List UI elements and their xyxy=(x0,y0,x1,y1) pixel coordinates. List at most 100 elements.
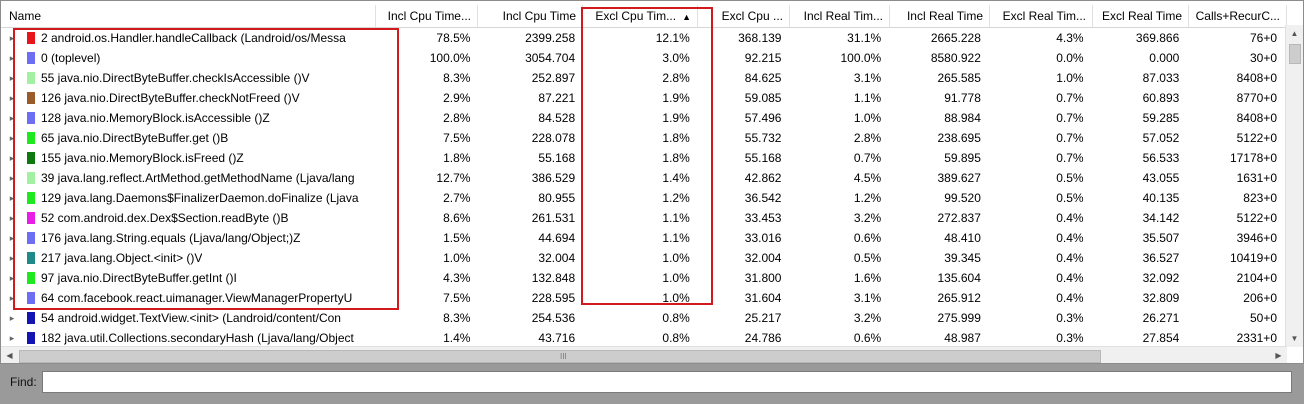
excl-real-pct-cell: 0.4% xyxy=(1056,271,1084,285)
horizontal-scroll-thumb[interactable]: III xyxy=(19,350,1101,363)
expand-arrow-icon[interactable]: ▸ xyxy=(9,313,15,323)
incl-cpu-cell: 43.716 xyxy=(538,331,576,345)
excl-real-pct-cell: 1.0% xyxy=(1056,71,1084,85)
table-row[interactable]: ▸ 65 java.nio.DirectByteBuffer.get ()B 7.5… xyxy=(1,128,1283,148)
expand-arrow-icon[interactable]: ▸ xyxy=(9,93,15,103)
incl-real-pct-cell: 0.7% xyxy=(853,151,882,165)
vertical-scrollbar[interactable]: ▲ ▼ xyxy=(1285,25,1303,347)
scroll-left-icon[interactable]: ◀ xyxy=(6,351,13,360)
find-label: Find: xyxy=(10,375,37,389)
incl-cpu-pct-cell: 2.8% xyxy=(443,111,471,125)
excl-real-cell: 27.854 xyxy=(1142,331,1180,345)
scroll-down-icon[interactable]: ▼ xyxy=(1290,334,1299,343)
method-name: 39 java.lang.reflect.ArtMethod.getMethod… xyxy=(41,171,355,185)
column-header-label: Excl Cpu Tim... xyxy=(595,9,677,23)
incl-cpu-pct-cell: 1.4% xyxy=(443,331,471,345)
incl-cpu-cell: 252.897 xyxy=(531,71,576,85)
table-row[interactable]: ▸ 54 android.widget.TextView.<init> (Land… xyxy=(1,308,1283,328)
method-color-swatch xyxy=(27,172,35,184)
incl-cpu-cell: 254.536 xyxy=(531,311,576,325)
column-header-excl-cpu[interactable]: Excl Cpu ... xyxy=(698,5,790,27)
method-color-swatch xyxy=(27,72,35,84)
incl-real-pct-cell: 1.1% xyxy=(853,91,882,105)
column-header-excl-real-pct[interactable]: Excl Real Tim... xyxy=(990,5,1093,27)
table-row[interactable]: ▸ 0 (toplevel) 100.0% 3054.704 3.0% 92.215 100… xyxy=(1,48,1283,68)
method-name: 129 java.lang.Daemons$FinalizerDaemon.do… xyxy=(41,191,359,205)
column-header-name[interactable]: Name xyxy=(1,5,376,27)
method-name: 182 java.util.Collections.secondaryHash … xyxy=(41,331,354,345)
expand-arrow-icon[interactable]: ▸ xyxy=(9,53,15,63)
excl-real-pct-cell: 0.4% xyxy=(1056,211,1084,225)
incl-real-pct-cell: 31.1% xyxy=(847,31,882,45)
expand-arrow-icon[interactable]: ▸ xyxy=(9,333,15,343)
incl-real-cell: 2665.228 xyxy=(930,31,981,45)
expand-arrow-icon[interactable]: ▸ xyxy=(9,153,15,163)
method-name-cell: ▸ 97 java.nio.DirectByteBuffer.getInt ()I xyxy=(1,268,375,288)
column-header-excl-cpu-pct[interactable]: Excl Cpu Tim... ▲ xyxy=(583,5,698,27)
expand-arrow-icon[interactable]: ▸ xyxy=(9,213,15,223)
column-header-incl-cpu[interactable]: Incl Cpu Time xyxy=(478,5,583,27)
table-row[interactable]: ▸ 129 java.lang.Daemons$FinalizerDaemon.d… xyxy=(1,188,1283,208)
find-input[interactable] xyxy=(42,371,1292,393)
expand-arrow-icon[interactable]: ▸ xyxy=(9,253,15,263)
table-row[interactable]: ▸ 97 java.nio.DirectByteBuffer.getInt ()I… xyxy=(1,268,1283,288)
incl-cpu-cell: 32.004 xyxy=(538,251,576,265)
table-row[interactable]: ▸ 176 java.lang.String.equals (Ljava/lang… xyxy=(1,228,1283,248)
table-row[interactable]: ▸ 2 android.os.Handler.handleCallback (La… xyxy=(1,28,1283,48)
excl-cpu-cell: 55.168 xyxy=(744,151,782,165)
excl-cpu-pct-cell: 3.0% xyxy=(662,51,690,65)
expand-arrow-icon[interactable]: ▸ xyxy=(9,33,15,43)
scroll-right-icon[interactable]: ▶ xyxy=(1275,351,1282,360)
table-row[interactable]: ▸ 39 java.lang.reflect.ArtMethod.getMetho… xyxy=(1,168,1283,188)
calls-cell: 8408+0 xyxy=(1236,71,1277,85)
table-row[interactable]: ▸ 128 java.nio.MemoryBlock.isAccessible (… xyxy=(1,108,1283,128)
table-row[interactable]: ▸ 182 java.util.Collections.secondaryHash… xyxy=(1,328,1283,348)
table-row[interactable]: ▸ 155 java.nio.MemoryBlock.isFreed ()Z 1.8… xyxy=(1,148,1283,168)
excl-real-cell: 43.055 xyxy=(1142,171,1180,185)
scroll-up-icon[interactable]: ▲ xyxy=(1290,29,1299,38)
excl-real-cell: 57.052 xyxy=(1142,131,1180,145)
excl-real-pct-cell: 4.3% xyxy=(1056,31,1084,45)
table-body: ▸ 2 android.os.Handler.handleCallback (La… xyxy=(1,28,1283,348)
table-row[interactable]: ▸ 217 java.lang.Object.<init> ()V 1.0% 32.0… xyxy=(1,248,1283,268)
excl-cpu-pct-cell: 1.0% xyxy=(662,271,690,285)
incl-real-pct-cell: 3.2% xyxy=(853,211,882,225)
column-header-label: Incl Cpu Time... xyxy=(387,9,471,23)
table-row[interactable]: ▸ 52 com.android.dex.Dex$Section.readByte… xyxy=(1,208,1283,228)
method-name: 0 (toplevel) xyxy=(41,51,101,65)
expand-arrow-icon[interactable]: ▸ xyxy=(9,173,15,183)
column-header-incl-cpu-pct[interactable]: Incl Cpu Time... xyxy=(376,5,478,27)
method-name: 155 java.nio.MemoryBlock.isFreed ()Z xyxy=(41,151,244,165)
column-header-incl-real-pct[interactable]: Incl Real Tim... xyxy=(790,5,890,27)
excl-cpu-cell: 24.786 xyxy=(744,331,782,345)
table-row[interactable]: ▸ 126 java.nio.DirectByteBuffer.checkNotF… xyxy=(1,88,1283,108)
expand-arrow-icon[interactable]: ▸ xyxy=(9,193,15,203)
incl-cpu-cell: 228.595 xyxy=(531,291,576,305)
vertical-scroll-thumb[interactable] xyxy=(1289,44,1301,64)
method-name: 2 android.os.Handler.handleCallback (Lan… xyxy=(41,31,346,45)
excl-cpu-pct-cell: 1.4% xyxy=(662,171,690,185)
column-header-label: Name xyxy=(9,9,42,23)
expand-arrow-icon[interactable]: ▸ xyxy=(9,233,15,243)
expand-arrow-icon[interactable]: ▸ xyxy=(9,293,15,303)
expand-arrow-icon[interactable]: ▸ xyxy=(9,113,15,123)
table-row[interactable]: ▸ 64 com.facebook.react.uimanager.ViewMan… xyxy=(1,288,1283,308)
excl-cpu-pct-cell: 2.8% xyxy=(662,71,690,85)
excl-real-pct-cell: 0.4% xyxy=(1056,251,1084,265)
calls-cell: 823+0 xyxy=(1243,191,1277,205)
method-name-cell: ▸ 129 java.lang.Daemons$FinalizerDaemon.d… xyxy=(1,188,375,208)
column-header-incl-real[interactable]: Incl Real Time xyxy=(890,5,990,27)
incl-cpu-cell: 386.529 xyxy=(531,171,576,185)
excl-cpu-cell: 32.004 xyxy=(744,251,782,265)
table-row[interactable]: ▸ 55 java.nio.DirectByteBuffer.checkIsAcc… xyxy=(1,68,1283,88)
expand-arrow-icon[interactable]: ▸ xyxy=(9,73,15,83)
horizontal-scrollbar[interactable]: ◀ III ▶ xyxy=(1,346,1287,363)
column-header-calls[interactable]: Calls+RecurC... xyxy=(1189,5,1287,27)
excl-cpu-cell: 33.453 xyxy=(744,211,782,225)
expand-arrow-icon[interactable]: ▸ xyxy=(9,273,15,283)
expand-arrow-icon[interactable]: ▸ xyxy=(9,133,15,143)
method-name: 65 java.nio.DirectByteBuffer.get ()B xyxy=(41,131,229,145)
excl-real-cell: 35.507 xyxy=(1142,231,1180,245)
incl-real-cell: 265.912 xyxy=(937,291,981,305)
column-header-excl-real[interactable]: Excl Real Time xyxy=(1093,5,1189,27)
